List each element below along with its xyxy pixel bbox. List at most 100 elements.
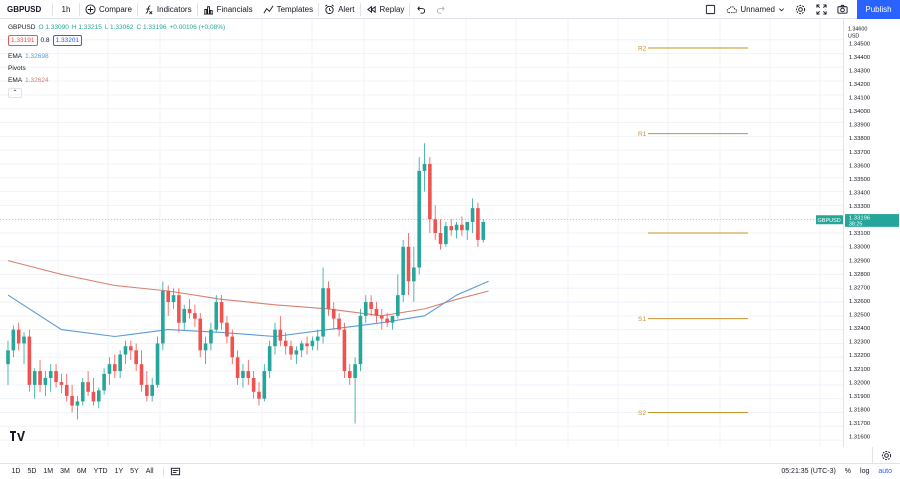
candle-body <box>145 384 149 396</box>
price-chart[interactable]: R2R1S1S21:00912:001012:001312:001412:001… <box>0 19 843 447</box>
candle-body <box>326 288 331 309</box>
price-tick-label: 1.33300 <box>849 204 871 210</box>
undo-icon <box>415 4 426 15</box>
price-tick-label: 1.32600 <box>849 299 871 305</box>
candle-body <box>225 322 229 337</box>
candle-body <box>129 346 133 351</box>
candle-body <box>187 308 192 314</box>
range-button-6m[interactable]: 6M <box>76 468 87 475</box>
candle-body <box>353 364 357 378</box>
open-value: O 1.33090 <box>38 24 69 31</box>
cloud-icon <box>726 4 738 15</box>
sell-button[interactable]: 1.33191 <box>8 35 38 46</box>
indicator-label: EMA <box>8 77 23 84</box>
price-tick-label: 1.34300 <box>849 68 871 74</box>
range-button-3m[interactable]: 3M <box>60 468 70 475</box>
undo-button[interactable] <box>410 0 431 19</box>
templates-button[interactable]: Templates <box>258 0 318 19</box>
candle-body <box>363 302 368 316</box>
indicator-pivots[interactable]: Pivots <box>8 64 225 73</box>
bottom-toolbar: 1D 5D 1M 3M 6M YTD 1Y 5Y All 05:21:35 (UTC-3) % … <box>0 463 900 479</box>
currency-label: USD <box>848 33 859 39</box>
toolbar-right: Unnamed Publish <box>700 0 900 19</box>
chevron-down-icon <box>778 4 785 15</box>
candle-body <box>102 373 106 391</box>
candle-body <box>465 221 470 231</box>
spread-value: 0.8 <box>40 37 50 44</box>
snapshot-button[interactable] <box>832 0 853 19</box>
candle-body <box>150 384 154 396</box>
replay-button[interactable]: Replay <box>361 0 410 19</box>
symbol-search-button[interactable]: GBPUSD <box>7 4 42 14</box>
candle-body <box>460 224 464 231</box>
settings-button[interactable] <box>790 0 811 19</box>
candle-body <box>406 246 411 282</box>
buy-button[interactable]: 1.33201 <box>52 35 83 46</box>
candle-body <box>54 371 58 383</box>
redo-button[interactable] <box>431 0 452 19</box>
price-tick-label: 1.31600 <box>849 435 871 441</box>
interval-button[interactable]: 1h <box>61 4 71 14</box>
candle-body <box>294 350 299 355</box>
candle-body <box>401 246 405 296</box>
price-tick-label: 1.33700 <box>849 150 871 156</box>
range-button-ytd[interactable]: YTD <box>93 468 108 475</box>
price-tick-label: 1.33600 <box>849 163 871 169</box>
financials-button[interactable]: Financials <box>198 0 258 19</box>
range-button-1d[interactable]: 1D <box>11 468 21 475</box>
candle-body <box>449 226 454 231</box>
candle-body <box>32 371 37 385</box>
go-to-date-icon[interactable] <box>170 466 181 477</box>
price-tick-label: 1.33500 <box>849 177 871 183</box>
range-button-1y[interactable]: 1Y <box>114 468 124 475</box>
candle-body <box>27 336 32 385</box>
ema-line-red <box>7 260 489 317</box>
fullscreen-layout-button[interactable] <box>700 0 721 19</box>
candle-body <box>16 329 21 344</box>
legend-symbol: GBPUSD <box>8 24 36 31</box>
candle-body <box>315 336 320 341</box>
price-tick-label: 1.32100 <box>849 367 871 373</box>
alarm-clock-icon <box>324 4 335 15</box>
candle-body <box>22 336 26 344</box>
tradingview-logo-icon[interactable] <box>10 431 26 444</box>
price-axis-top-value: 1.34600 <box>848 27 868 33</box>
auto-scale-toggle[interactable]: auto <box>878 468 892 475</box>
clock-display[interactable]: 05:21:35 (UTC-3) <box>781 468 836 475</box>
collapse-legend-button[interactable]: ⌃ <box>8 88 22 98</box>
candle-body <box>38 371 42 385</box>
log-scale-toggle[interactable]: log <box>860 468 870 475</box>
candle-body <box>454 224 459 231</box>
percent-scale-toggle[interactable]: % <box>844 468 852 475</box>
alert-button[interactable]: Alert <box>319 0 359 19</box>
indicator-value: 1.32624 <box>25 77 49 84</box>
plus-circle-icon <box>85 3 96 15</box>
fullscreen-button[interactable] <box>811 0 832 19</box>
candle-body <box>235 357 240 378</box>
candle-body <box>48 371 53 378</box>
compare-button[interactable]: Compare <box>80 0 137 19</box>
divider <box>196 2 198 16</box>
candle-body <box>11 329 16 351</box>
candle-body <box>262 371 267 399</box>
indicators-button[interactable]: Indicators <box>138 0 197 19</box>
price-tick-label: 1.32700 <box>849 285 871 291</box>
divider <box>359 2 361 16</box>
publish-button[interactable]: Publish <box>857 0 900 19</box>
candle-body <box>91 391 96 402</box>
layout-save-button[interactable]: Unnamed <box>721 0 790 19</box>
candle-body <box>390 315 395 323</box>
range-button-all[interactable]: All <box>145 468 154 475</box>
range-button-1m[interactable]: 1M <box>43 468 54 475</box>
candle-body <box>380 315 384 319</box>
indicator-ema-1[interactable]: EMA 1.32698 <box>8 52 225 61</box>
candle-body <box>70 395 74 406</box>
indicator-ema-2[interactable]: EMA 1.32624 <box>8 76 225 85</box>
price-tick-label: 1.32000 <box>849 380 871 386</box>
axis-settings-button[interactable] <box>872 447 900 463</box>
candle-body <box>193 313 197 319</box>
candle-body <box>80 382 85 402</box>
range-button-5d[interactable]: 5D <box>27 468 37 475</box>
range-button-5y[interactable]: 5Y <box>130 468 139 475</box>
